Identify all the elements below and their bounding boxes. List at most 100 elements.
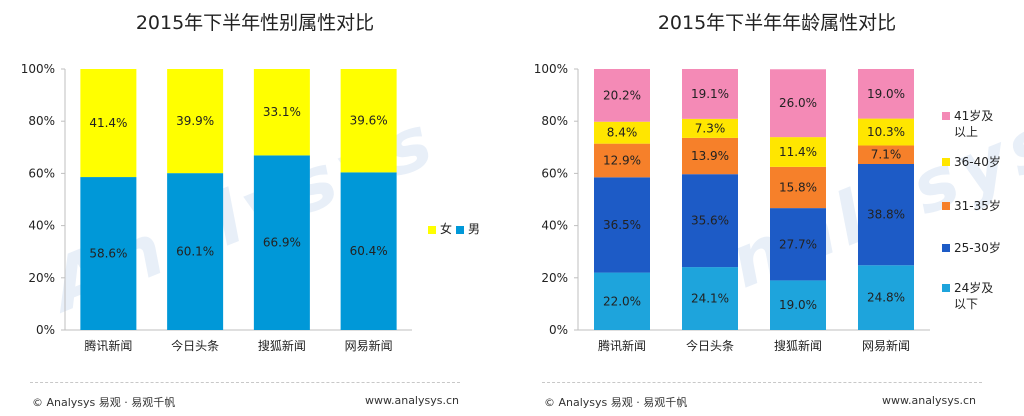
y-tick-label: 80% [28, 114, 55, 128]
bar-segment [770, 69, 826, 138]
footer-copyright: © Analysys 易观 · 易观千帆 [32, 396, 176, 409]
legend-item: 24岁及 以下 [942, 280, 993, 312]
bar-segment [594, 272, 650, 330]
gender-chart-panel: Analysys 2015年下半年性别属性对比 0% 20% 40% 60% 80% 10… [21, 12, 480, 409]
data-label: 60.4% [350, 244, 388, 258]
bar-segment [858, 145, 914, 165]
data-label: 27.7% [779, 237, 817, 251]
bar-segment [682, 174, 738, 268]
bar-segment [167, 173, 224, 330]
bar-segment [858, 69, 914, 119]
data-label: 24.8% [867, 291, 905, 305]
bar-segment [682, 137, 738, 175]
legend-item: 25-30岁 [942, 240, 1001, 256]
bar-segment [594, 177, 650, 273]
x-tick-label: 网易新闻 [345, 338, 393, 353]
x-tick-label: 网易新闻 [862, 338, 910, 353]
bar-segment [594, 69, 650, 122]
data-label: 36.5% [603, 218, 641, 232]
bar-segment [80, 69, 137, 178]
y-tick-label: 60% [28, 166, 55, 180]
legend-swatch [942, 202, 950, 210]
bar-segment [340, 172, 397, 330]
bar-segment [594, 121, 650, 144]
data-label: 13.9% [691, 149, 729, 163]
x-tick-label: 腾讯新闻 [84, 338, 132, 353]
data-label: 20.2% [603, 88, 641, 102]
gender-chart-title: 2015年下半年性别属性对比 [135, 12, 375, 34]
data-label: 38.8% [867, 208, 905, 222]
y-tick-label: 40% [541, 219, 568, 233]
gender-chart: 0% 20% 40% 60% 80% 100% 58.6% 41.4% 腾讯新闻 60.1% 39.… [21, 62, 412, 353]
y-tick-label: 0% [549, 323, 568, 337]
legend-swatch [942, 112, 950, 120]
data-label: 10.3% [867, 125, 905, 139]
footer-site: www.analysys.cn [882, 394, 976, 407]
data-label: 33.1% [263, 105, 301, 119]
data-label: 8.4% [607, 126, 638, 140]
bar-segment [770, 166, 826, 209]
data-label: 11.4% [779, 145, 817, 159]
legend-label: 女 [440, 222, 453, 236]
bar-segment [167, 69, 224, 174]
data-label: 60.1% [176, 245, 214, 259]
y-tick-label: 60% [541, 166, 568, 180]
data-label: 39.6% [350, 114, 388, 128]
bar-segment [253, 69, 310, 156]
bar-segment [770, 280, 826, 330]
legend-label-line: 31-35岁 [954, 199, 1001, 213]
legend-label-line: 以上 [954, 125, 979, 139]
legend-label: 31-35岁 [954, 198, 1001, 214]
data-label: 66.9% [263, 236, 301, 250]
data-label: 35.6% [691, 214, 729, 228]
y-tick-label: 20% [28, 271, 55, 285]
y-tick-label: 0% [36, 323, 55, 337]
bar-segment [858, 265, 914, 330]
x-tick-label: 腾讯新闻 [598, 338, 646, 353]
age-chart-panel: Analysys 2015年下半年年龄属性对比 0% 20% 40% 60% 80% 10… [512, 0, 1024, 416]
legend-swatch [428, 225, 436, 234]
footer-divider [30, 382, 460, 383]
data-label: 19.0% [867, 87, 905, 101]
bar-segment [770, 137, 826, 167]
footer-site: www.analysys.cn [365, 394, 459, 407]
footer-divider [542, 382, 982, 383]
data-label: 26.0% [779, 96, 817, 110]
legend-item: 31-35岁 [942, 198, 1001, 214]
legend-item: 41岁及以上 [942, 108, 993, 140]
legend-label: 24岁及 以下 [954, 280, 993, 312]
age-chart-title: 2015年下半年年龄属性对比 [657, 12, 897, 34]
legend-label: 36-40岁 [954, 154, 1001, 170]
bar-segment [682, 118, 738, 138]
legend-label-line: 25-30岁 [954, 241, 1001, 255]
age-chart: 0% 20% 40% 60% 80% 100% 22.0% 36.5% 12.9% 8.4% 20.… [534, 62, 930, 353]
legend-swatch [942, 158, 950, 166]
legend-swatch [942, 284, 950, 292]
data-label: 39.9% [176, 114, 214, 128]
data-label: 24.1% [691, 292, 729, 306]
y-tick-label: 20% [541, 271, 568, 285]
x-tick-label: 搜狐新闻 [258, 338, 306, 353]
data-label: 12.9% [603, 153, 641, 167]
legend-label: 41岁及以上 [954, 108, 993, 140]
data-label: 15.8% [779, 180, 817, 194]
x-tick-label: 今日头条 [171, 338, 219, 353]
legend-item: 女 [428, 220, 452, 237]
data-label: 19.0% [779, 298, 817, 312]
bar-segment [682, 69, 738, 119]
y-tick-label: 100% [534, 62, 568, 76]
legend-swatch [456, 225, 464, 234]
bar-segment [340, 69, 397, 173]
bar-segment [858, 118, 914, 146]
legend-item: 男 [456, 220, 480, 237]
legend-label-line: 41岁及 [954, 109, 994, 123]
legend-label: 男 [468, 222, 481, 236]
data-label: 22.0% [603, 294, 641, 308]
legend-label-line: 以下 [954, 297, 979, 311]
data-label: 58.6% [89, 247, 127, 261]
bar-segment [80, 177, 137, 330]
y-tick-label: 80% [541, 114, 568, 128]
data-label: 7.1% [871, 148, 902, 162]
bar-segment [770, 208, 826, 281]
data-label: 19.1% [691, 87, 729, 101]
